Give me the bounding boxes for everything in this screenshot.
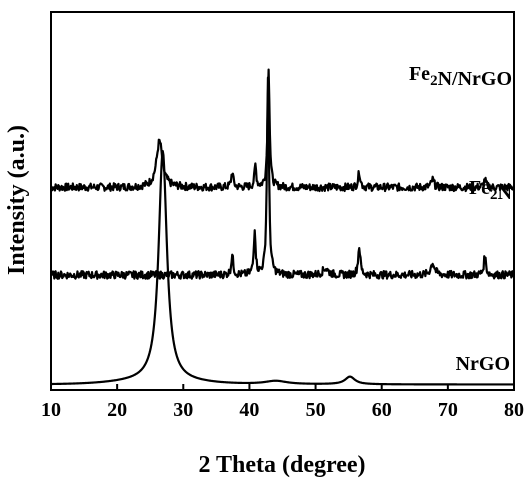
x-tick-label: 60 xyxy=(372,399,392,421)
plot-frame xyxy=(50,11,515,391)
x-axis-label: 2 Theta (degree) xyxy=(198,452,365,478)
x-tick-label: 30 xyxy=(173,399,193,421)
x-axis-ticks: 10 20 30 40 50 60 70 80 xyxy=(41,384,524,421)
x-tick-label: 40 xyxy=(239,399,259,421)
series-labels: Fe2N/NrGO Fe2N NrGO xyxy=(409,63,513,375)
x-tick-label: 70 xyxy=(438,399,458,421)
y-axis-label: Intensity (a.u.) xyxy=(4,125,30,275)
series-label: NrGO xyxy=(456,353,510,375)
series-line-fe2n xyxy=(50,76,516,280)
x-tick-label: 20 xyxy=(107,399,127,421)
series-line-fe2n-nrgo xyxy=(50,68,516,193)
series-traces xyxy=(50,68,516,386)
x-tick-label: 10 xyxy=(41,399,61,421)
series-label: Fe2N/NrGO xyxy=(409,63,512,90)
series-line-nrgo xyxy=(50,150,515,386)
x-tick-label: 80 xyxy=(504,399,524,421)
x-tick-label: 50 xyxy=(306,399,326,421)
series-label: Fe2N xyxy=(469,177,513,204)
